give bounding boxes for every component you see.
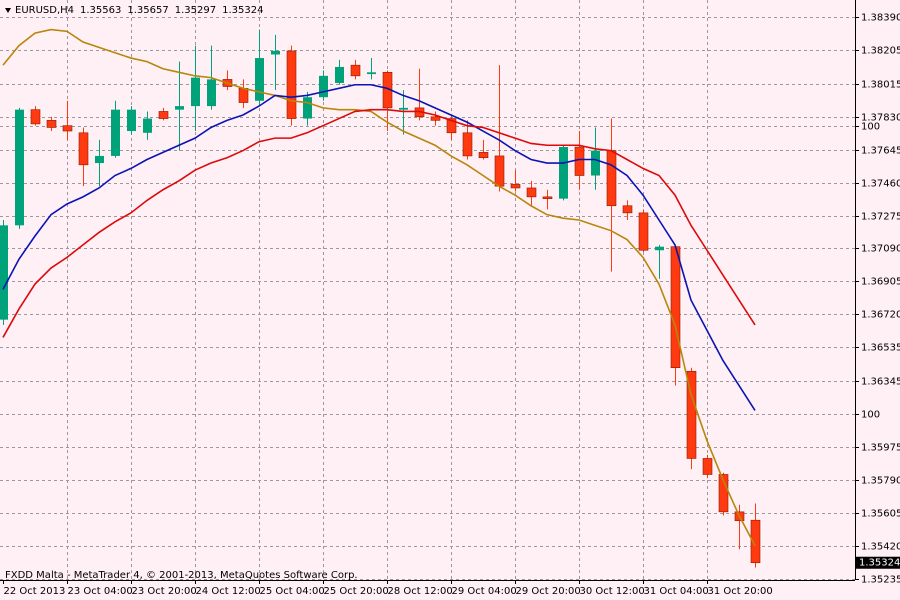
candle-body (559, 147, 568, 199)
header-low: 1.35297 (175, 5, 216, 16)
candle-body (750, 519, 761, 564)
x-tick-label: 23 Oct 04:00 (68, 586, 133, 597)
candle-body (526, 187, 537, 198)
y-tick-label: 1.36905 (861, 277, 900, 288)
y-tick-label: 1.37460 (861, 179, 900, 190)
candle-body (686, 370, 697, 459)
candle-body (78, 132, 89, 166)
candle-body (0, 225, 8, 320)
candle-body (430, 116, 441, 121)
candle-body (574, 146, 585, 176)
y-tick-label: 1.35235 (861, 575, 900, 586)
candle-body (718, 474, 729, 513)
x-tick-label: 22 Oct 2013 (4, 586, 66, 597)
moving-average-line (2, 83, 756, 411)
candle-body (255, 58, 264, 101)
candle-body (591, 150, 600, 176)
header: EURUSD,H4 1.35563 1.35657 1.35297 1.35324 (15, 5, 263, 16)
x-tick-label: 30 Oct 12:00 (580, 586, 645, 597)
y-tick-label: 1.38390 (861, 13, 900, 24)
current-price-box (856, 556, 900, 569)
candle-body (478, 152, 489, 159)
candle-body (127, 109, 136, 132)
candle-body (350, 64, 361, 77)
x-tick-label: 25 Oct 04:00 (260, 586, 325, 597)
candle-body (303, 97, 312, 119)
y-tick-label: 1.38015 (861, 80, 900, 91)
x-tick-label: 29 Oct 04:00 (452, 586, 517, 597)
candle-body (494, 155, 505, 187)
candle-body (158, 111, 169, 119)
header-open: 1.35563 (80, 5, 121, 16)
y-tick-label: 1.35790 (861, 476, 900, 487)
candle-body (62, 125, 73, 132)
candle-body (207, 79, 216, 107)
candle-body (175, 106, 184, 110)
x-tick-label: 24 Oct 12:00 (196, 586, 261, 597)
candle-body (238, 88, 249, 103)
candle-body (191, 77, 200, 107)
candle-body (95, 155, 104, 164)
candle-body (46, 120, 57, 128)
candle-body (271, 50, 280, 55)
y-tick-label: 100 (861, 410, 880, 421)
y-tick-label: 1.35420 (861, 542, 900, 553)
candle-body (606, 150, 617, 207)
candle-body (143, 118, 152, 133)
candle-body (367, 72, 376, 75)
footer: FXDD Malta - MetaTrader 4, © 2001-2013, … (5, 570, 358, 581)
x-tick-label: 23 Oct 20:00 (132, 586, 197, 597)
x-tick-label: 29 Oct 20:00 (516, 586, 581, 597)
y-tick-label: 1.37275 (861, 212, 900, 223)
x-tick-label: 31 Oct 20:00 (708, 586, 773, 597)
candle-body (638, 212, 649, 251)
candle-body (399, 107, 408, 110)
candle-body (542, 196, 553, 199)
x-tick-label: 31 Oct 04:00 (644, 586, 709, 597)
y-tick-label: 1.36535 (861, 343, 900, 354)
candle-body (622, 205, 633, 214)
candle-body (286, 50, 297, 119)
candle-body (510, 184, 521, 189)
x-tick-label: 28 Oct 12:00 (388, 586, 453, 597)
header-high: 1.35657 (127, 5, 168, 16)
y-tick-label: 1.38205 (861, 46, 900, 57)
y-tick-label: 1.36720 (861, 310, 900, 321)
x-tick-label: 25 Oct 20:00 (324, 586, 389, 597)
y-tick-label: 1.37090 (861, 244, 900, 255)
y-tick-label: 1.37645 (861, 146, 900, 157)
y-tick-label: 100 (861, 122, 880, 133)
plot (0, 28, 761, 568)
candle-body (655, 246, 664, 251)
symbol: EURUSD,H4 (15, 5, 74, 16)
candle-body (462, 132, 473, 157)
candle-body (670, 246, 681, 368)
candle-body (335, 66, 344, 83)
candle-body (111, 109, 120, 156)
grid (0, 0, 855, 580)
y-tick-label: 1.35605 (861, 509, 900, 520)
candle-body (30, 109, 41, 125)
y-tick-label: 1.35975 (861, 443, 900, 454)
candle-body (319, 75, 328, 98)
current-price-label: 1.35324 (859, 558, 900, 569)
y-tick-label: 1.36345 (861, 377, 900, 388)
candle-body (15, 109, 24, 226)
menu-triangle[interactable] (5, 8, 11, 13)
moving-average-line (2, 28, 756, 547)
candle-body (702, 458, 713, 475)
candle-body (446, 118, 457, 134)
header-close: 1.35324 (222, 5, 263, 16)
moving-average-line (2, 108, 756, 338)
y-tick-label: 1.37830 (861, 113, 900, 124)
